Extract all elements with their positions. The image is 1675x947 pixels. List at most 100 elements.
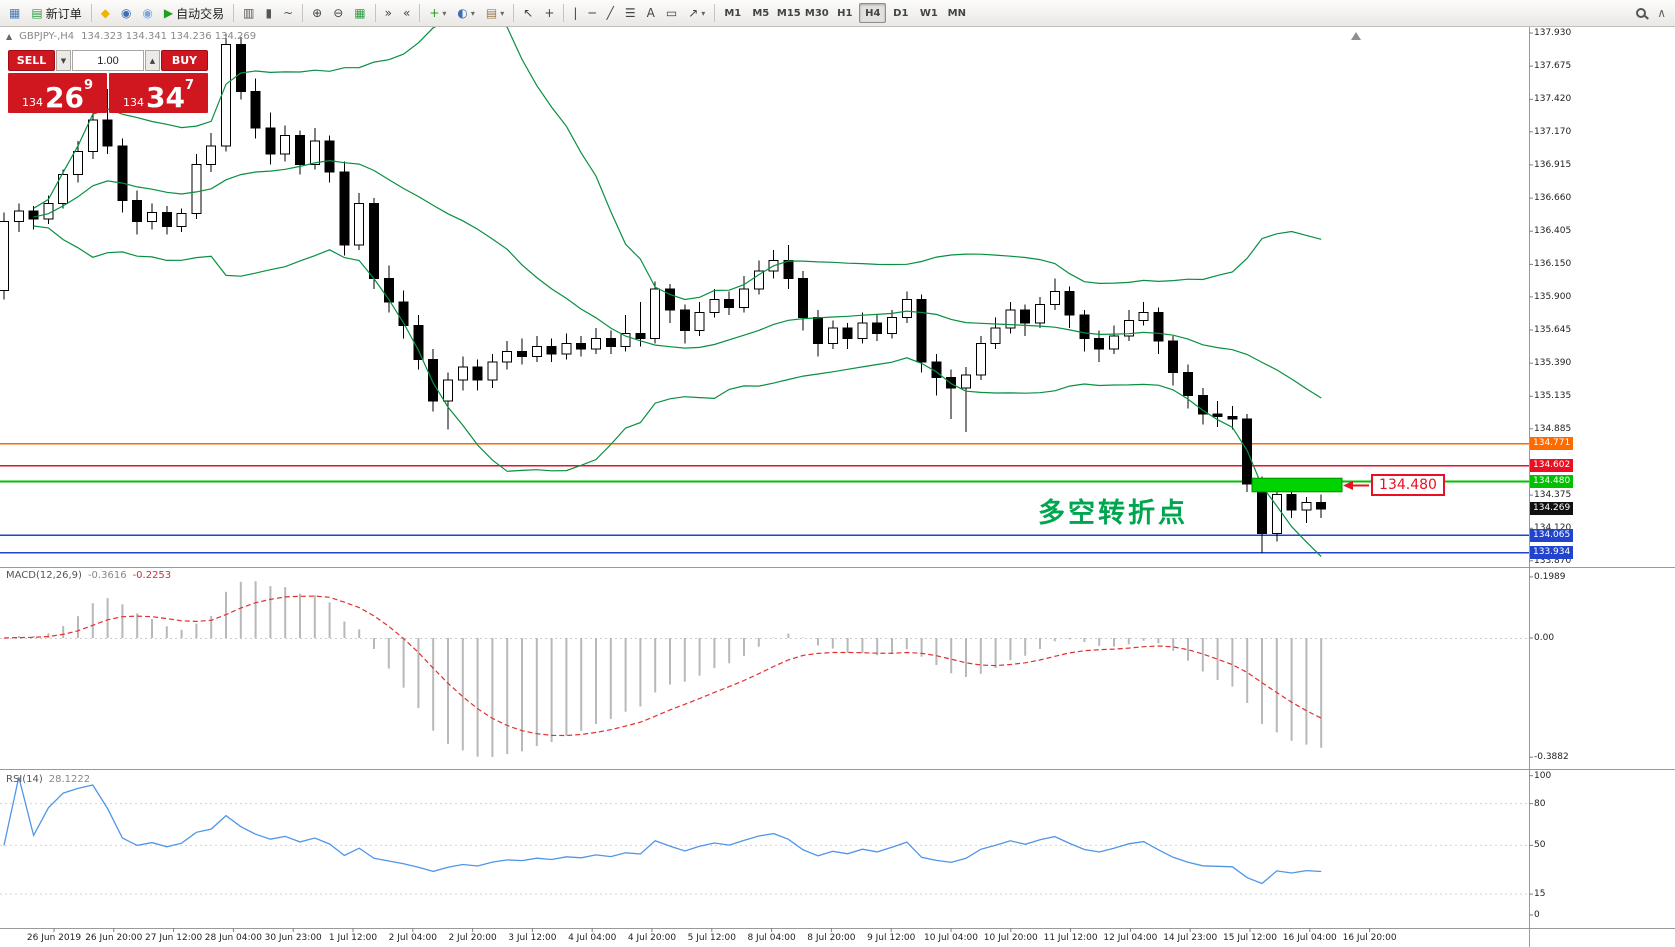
price-tag-label: 134.269: [1530, 502, 1574, 516]
indicators-button[interactable]: + ▾: [424, 2, 451, 24]
price-tick-label: 137.675: [1534, 61, 1572, 72]
zoom-in-button[interactable]: ⊕: [307, 2, 327, 24]
candle: [324, 140, 335, 173]
candle: [413, 325, 424, 360]
time-tick-label: 26 Jun 20:00: [85, 933, 143, 943]
candle-chart-button[interactable]: ▮: [261, 2, 278, 24]
timeframe-w1[interactable]: W1: [915, 3, 942, 23]
sell-price-display[interactable]: 134 26 9: [8, 73, 107, 113]
timeframe-m30[interactable]: M30: [803, 3, 830, 23]
volume-increase-button[interactable]: ▲: [145, 50, 160, 71]
rsi-indicator-label: RSI(14) 28.1222: [6, 774, 90, 785]
crosshair-button[interactable]: +: [539, 2, 559, 24]
metaeditor-button[interactable]: ◆: [96, 2, 115, 24]
scroll-to-end-marker[interactable]: [1351, 32, 1361, 40]
candle: [635, 332, 646, 339]
symbol-info: ▲ GBPJPY-,H4 134.323 134.341 134.236 134…: [6, 31, 256, 42]
hline-icon: ─: [588, 6, 596, 20]
vline-button[interactable]: |: [568, 2, 582, 24]
sell-price-big: 26: [44, 81, 84, 114]
price-tick-label: 134.120: [1534, 523, 1571, 533]
collapse-toolbar-button[interactable]: ∧: [1652, 2, 1671, 24]
new-chart-button[interactable]: ▦: [4, 2, 25, 24]
arrows-button[interactable]: ↗ ▾: [683, 2, 710, 24]
price-tag-label: 134.602: [1530, 459, 1574, 473]
fibo-button[interactable]: ☰: [620, 2, 641, 24]
buy-price-display[interactable]: 134 34 7: [109, 73, 208, 113]
price-tick-label: 136.405: [1534, 226, 1572, 237]
label-button[interactable]: ▭: [661, 2, 682, 24]
search-button[interactable]: [1631, 2, 1651, 24]
price-tick-label: 133.870: [1534, 555, 1572, 566]
new-order-label: 新订单: [45, 6, 82, 21]
volume-input[interactable]: [72, 50, 144, 71]
autotrading-button[interactable]: ▶ 自动交易: [159, 2, 229, 24]
price-tick-label: 135.135: [1534, 391, 1572, 402]
auto-scroll-icon: »: [384, 6, 392, 20]
tile-windows-button[interactable]: ▦: [349, 2, 370, 24]
templates-button[interactable]: ▤ ▾: [481, 2, 509, 24]
buy-price-big: 34: [145, 81, 185, 114]
chart-area[interactable]: ▲ GBPJPY-,H4 134.323 134.341 134.236 134…: [0, 27, 1675, 947]
rsi-axis-label: 0: [1534, 910, 1540, 920]
collapse-toolbar-icon: ∧: [1657, 6, 1666, 20]
timeframe-m15[interactable]: M15: [775, 3, 802, 23]
highlight-rectangle[interactable]: [1251, 477, 1343, 493]
auto-scroll-button[interactable]: »: [380, 2, 397, 24]
periods-button[interactable]: ◐ ▾: [452, 2, 480, 24]
candle: [457, 366, 468, 381]
time-tick-label: 3 Jul 12:00: [508, 933, 557, 943]
bollinger-upper-band: [33, 27, 1322, 301]
vline-icon: |: [573, 6, 578, 20]
zoom-out-button[interactable]: ⊖: [328, 2, 348, 24]
chart-shift-button[interactable]: «: [398, 2, 415, 24]
new-chart-icon: ▦: [9, 6, 21, 20]
hline-button[interactable]: ─: [583, 2, 600, 24]
sell-price-prefix: 134: [21, 96, 43, 109]
rsi-value: 28.1222: [48, 774, 91, 785]
time-tick-label: 1 Jul 12:00: [328, 933, 378, 943]
timeframe-h1[interactable]: H1: [831, 3, 858, 23]
time-tick-label: 30 Jun 23:00: [264, 933, 322, 943]
timeframe-m1[interactable]: M1: [719, 3, 746, 23]
candle: [561, 343, 572, 355]
time-tick-label: 8 Jul 20:00: [807, 933, 856, 943]
trendline-button[interactable]: ╱: [602, 2, 619, 24]
candle: [191, 163, 202, 215]
new-order-icon: ▤: [31, 6, 43, 20]
candle: [1094, 338, 1105, 350]
time-tick-label: 16 Jul 20:00: [1342, 933, 1397, 943]
timeframe-mn[interactable]: MN: [943, 3, 970, 23]
candle: [531, 345, 542, 358]
bar-chart-button[interactable]: ▥: [238, 2, 259, 24]
candle: [1286, 494, 1297, 511]
toolbar-separator: [419, 4, 421, 22]
rsi-name: RSI(14): [6, 774, 43, 785]
time-tick-label: 8 Jul 04:00: [747, 933, 796, 943]
volume-decrease-button[interactable]: ▼: [56, 50, 71, 71]
fibo-icon: ☰: [624, 6, 636, 20]
alerts-button[interactable]: ◉: [137, 2, 157, 24]
timeframe-m5[interactable]: M5: [747, 3, 774, 23]
timeframe-d1[interactable]: D1: [887, 3, 914, 23]
timeframe-h4[interactable]: H4: [859, 3, 887, 23]
line-chart-button[interactable]: ~: [278, 2, 298, 24]
buy-button[interactable]: BUY: [161, 50, 208, 71]
sell-button[interactable]: SELL: [8, 50, 55, 71]
market-icon: ◉: [120, 6, 132, 20]
buy-price-sup: 7: [184, 78, 194, 93]
collapse-trade-panel-icon[interactable]: ▲: [6, 32, 13, 41]
market-button[interactable]: ◉: [116, 2, 136, 24]
candle: [1079, 314, 1090, 340]
ohlc-values: 134.323 134.341 134.236 134.269: [81, 31, 257, 42]
candle: [872, 322, 883, 334]
arrows-icon: ↗: [688, 6, 699, 20]
cursor-button[interactable]: ↖: [518, 2, 538, 24]
price-tick-label: 135.900: [1534, 291, 1572, 302]
candle: [1271, 494, 1282, 534]
price-callout-label[interactable]: 134.480: [1371, 474, 1445, 496]
candle: [1183, 371, 1193, 397]
text-button[interactable]: A: [642, 2, 660, 24]
new-order-button[interactable]: ▤ 新订单: [26, 2, 86, 24]
candle: [309, 140, 320, 165]
